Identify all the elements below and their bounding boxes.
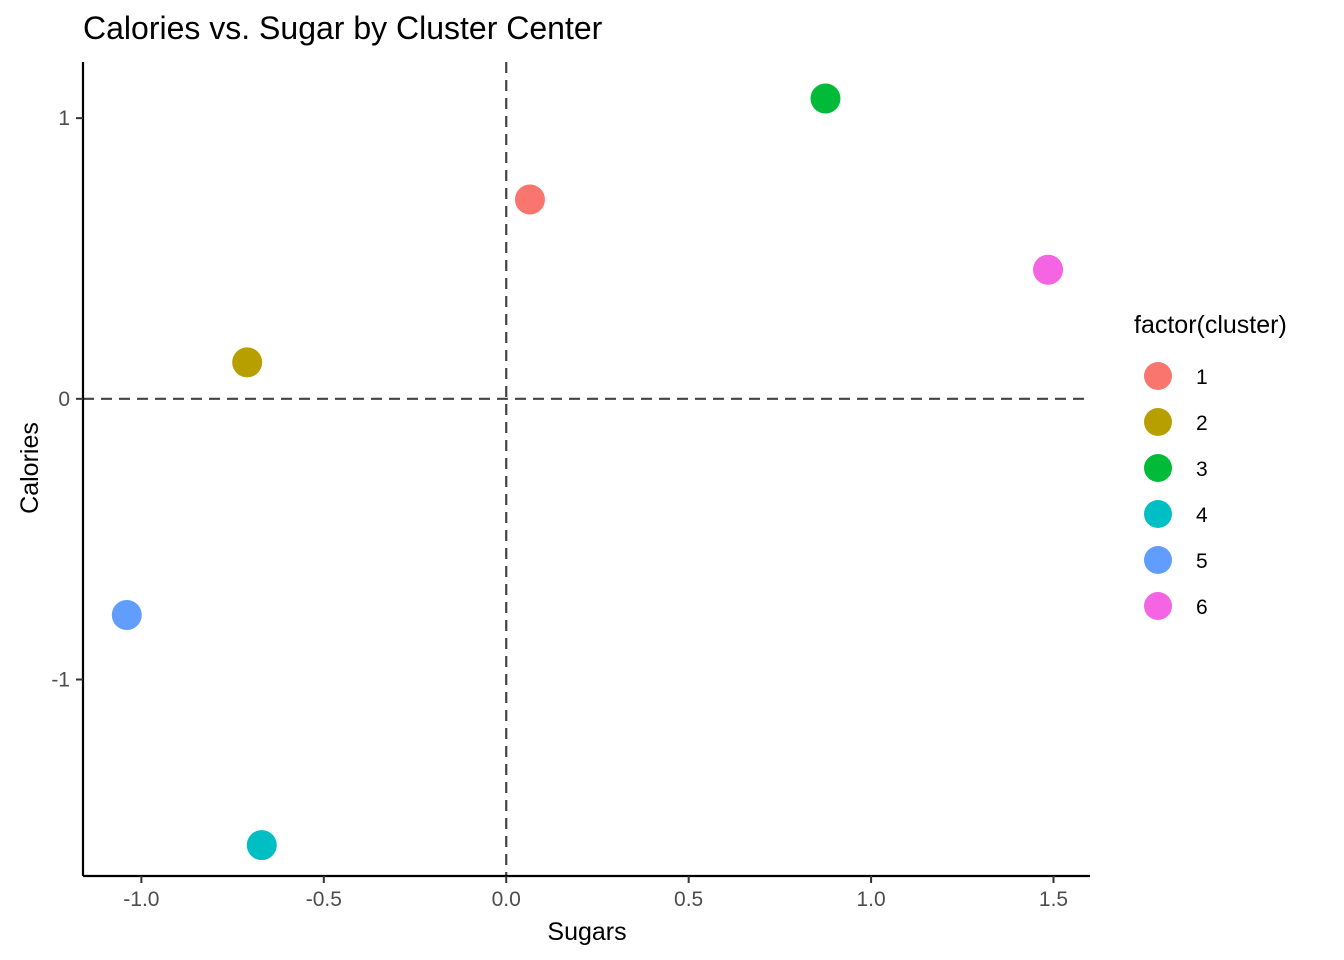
x-tick-label: 0.0 bbox=[492, 888, 521, 911]
x-tick-label: -0.5 bbox=[306, 888, 342, 911]
legend-key-cluster-1 bbox=[1144, 362, 1172, 390]
legend: factor(cluster) 1 2 3 4 5 6 bbox=[1134, 311, 1287, 620]
data-point-cluster-4 bbox=[246, 830, 277, 861]
data-point-cluster-5 bbox=[111, 599, 142, 630]
legend-label-cluster-6: 6 bbox=[1196, 596, 1208, 619]
x-tick-label: 1.0 bbox=[856, 888, 885, 911]
legend-label-cluster-5: 5 bbox=[1196, 550, 1208, 573]
legend-key-cluster-5 bbox=[1144, 546, 1172, 574]
x-axis-title: Sugars bbox=[547, 918, 626, 946]
legend-label-cluster-3: 3 bbox=[1196, 458, 1208, 481]
legend-label-cluster-4: 4 bbox=[1196, 504, 1208, 527]
y-tick-label: 0 bbox=[58, 388, 70, 411]
legend-label-cluster-1: 1 bbox=[1196, 366, 1208, 389]
legend-key-cluster-3 bbox=[1144, 454, 1172, 482]
y-axis-title: Calories bbox=[16, 422, 44, 514]
data-point-cluster-1 bbox=[514, 184, 545, 215]
x-tick-label: 1.5 bbox=[1039, 888, 1068, 911]
legend-key-cluster-4 bbox=[1144, 500, 1172, 528]
legend-title: factor(cluster) bbox=[1134, 311, 1287, 339]
data-point-cluster-3 bbox=[810, 83, 841, 114]
data-point-cluster-2 bbox=[232, 347, 263, 378]
y-tick-label: 1 bbox=[58, 107, 70, 130]
x-tick-label: 0.5 bbox=[674, 888, 703, 911]
legend-key-cluster-6 bbox=[1144, 592, 1172, 620]
y-tick-label: -1 bbox=[51, 669, 70, 692]
plot-area: -1.0 -0.5 0.0 0.5 1.0 1.5 -1 0 1 bbox=[51, 62, 1090, 911]
legend-label-cluster-2: 2 bbox=[1196, 412, 1208, 435]
chart-title: Calories vs. Sugar by Cluster Center bbox=[83, 10, 603, 46]
data-point-cluster-6 bbox=[1033, 254, 1064, 285]
legend-key-cluster-2 bbox=[1144, 408, 1172, 436]
x-tick-label: -1.0 bbox=[123, 888, 159, 911]
